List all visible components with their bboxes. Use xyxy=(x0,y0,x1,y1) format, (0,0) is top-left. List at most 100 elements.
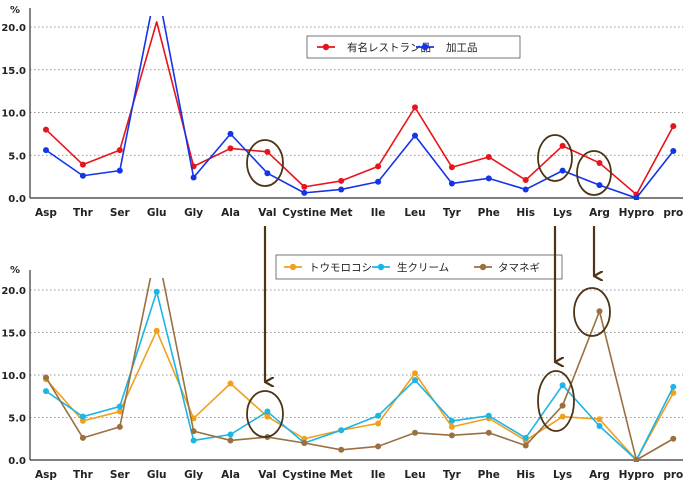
x-tick-label-met: Met xyxy=(330,207,353,219)
highlight-circle-lys xyxy=(537,370,575,432)
data-point-lys xyxy=(559,382,566,389)
x-tick-label-lys: Lys xyxy=(553,469,572,481)
legend: 有名レストラン品 加工品 xyxy=(306,35,521,59)
data-point-ala xyxy=(227,145,234,152)
y-tick-label: 5.0 xyxy=(8,151,26,162)
data-point-leu xyxy=(412,132,418,139)
x-tick-label-arg: Arg xyxy=(589,469,610,481)
data-point-met xyxy=(338,186,345,193)
data-point-asp xyxy=(43,374,49,381)
highlight-circle-arg xyxy=(573,287,611,337)
series-line-1 xyxy=(45,329,675,461)
x-tick-label-val: Val xyxy=(258,469,276,481)
y-tick-label: 0.0 xyxy=(8,194,26,205)
x-tick-label-arg: Arg xyxy=(589,207,610,219)
legend-box xyxy=(306,35,521,59)
x-tick-label-ser: Ser xyxy=(110,469,131,481)
data-point-val xyxy=(264,170,271,177)
data-point-his xyxy=(522,186,529,193)
x-tick-label-ala: Ala xyxy=(221,469,240,481)
legend-swatch-marker xyxy=(322,43,330,51)
data-point-val xyxy=(264,413,271,420)
highlight-circle-val xyxy=(246,139,284,187)
data-point-arg xyxy=(596,416,603,423)
x-tick-label-gly: Gly xyxy=(184,469,203,481)
chart-panel-2: 0.0 5.0 10.0 15.0 20.0% Asp Thr Ser Glu Gly Ala Val… xyxy=(1,254,683,481)
data-point-cystine xyxy=(301,440,308,446)
data-point-met xyxy=(338,446,345,453)
legend-swatch-marker xyxy=(289,263,297,271)
y-unit-label: % xyxy=(10,265,20,276)
legend-box xyxy=(275,254,563,280)
data-point-phe xyxy=(485,153,492,160)
data-point-val xyxy=(264,408,271,415)
highlight-circle-val xyxy=(246,390,284,438)
data-point-ser xyxy=(116,147,123,154)
x-tick-label-his: His xyxy=(516,469,535,481)
series-3 xyxy=(43,278,677,462)
y-tick-label: 5.0 xyxy=(8,414,26,425)
data-point-leu xyxy=(412,104,418,111)
data-point-tyr xyxy=(448,180,455,187)
data-point-ala xyxy=(227,431,234,438)
y-tick-label: 10.0 xyxy=(1,371,26,382)
x-tick-label-gly: Gly xyxy=(184,207,203,219)
data-point-arg xyxy=(596,159,603,166)
data-point-tyr xyxy=(448,164,455,171)
data-point-cystine xyxy=(301,189,308,196)
series-2 xyxy=(43,288,677,462)
data-point-arg xyxy=(596,423,603,429)
data-point-ser xyxy=(116,408,123,415)
legend: トウモロコシ 生クリーム タマネギ xyxy=(275,254,563,280)
data-point-ile xyxy=(375,420,382,427)
x-tick-label-ala: Ala xyxy=(221,207,240,219)
highlight-circle-arg xyxy=(576,150,612,196)
data-point-thr xyxy=(79,417,86,424)
legend-label-3: タマネギ xyxy=(498,262,540,274)
data-point-thr xyxy=(79,172,86,179)
data-point-ile xyxy=(375,443,382,450)
x-tick-label-pro: pro xyxy=(663,469,683,481)
x-tick-label-glu: Glu xyxy=(147,207,167,219)
data-point-tyr xyxy=(448,432,455,439)
series-line-3 xyxy=(45,278,674,461)
data-point-gly xyxy=(190,428,197,435)
data-point-ile xyxy=(375,178,382,185)
legend-label-2: 加工品 xyxy=(446,42,478,54)
x-tick-label-asp: Asp xyxy=(35,469,57,481)
data-point-ile xyxy=(375,163,382,170)
data-point-glu xyxy=(153,327,160,334)
data-point-gly xyxy=(190,174,197,181)
data-point-phe xyxy=(485,429,492,436)
data-point-hypro xyxy=(633,195,640,200)
x-tick-label-thr: Thr xyxy=(73,469,94,481)
data-point-ala xyxy=(227,437,234,444)
data-point-asp xyxy=(43,147,49,154)
series-line-2 xyxy=(45,16,674,199)
highlight-circle-lys xyxy=(537,134,573,182)
x-tick-label-glu: Glu xyxy=(147,469,167,481)
y-tick-label: 20.0 xyxy=(1,286,26,297)
data-point-thr xyxy=(79,161,86,168)
x-tick-label-ile: Ile xyxy=(371,469,386,481)
series-2 xyxy=(43,16,677,200)
data-point-pro xyxy=(670,147,677,154)
data-point-phe xyxy=(485,412,492,419)
data-point-asp xyxy=(43,126,49,133)
data-point-pro xyxy=(670,123,677,130)
data-point-ser xyxy=(116,423,123,430)
data-point-lys xyxy=(559,167,566,174)
legend-swatch-marker xyxy=(377,263,385,271)
legend-swatch-marker xyxy=(479,263,487,271)
y-tick-label: 15.0 xyxy=(1,66,26,77)
data-point-ala xyxy=(227,380,234,387)
y-tick-label: 15.0 xyxy=(1,329,26,340)
x-tick-label-phe: Phe xyxy=(478,207,500,219)
data-point-met xyxy=(338,177,345,184)
legend-label-2: 生クリーム xyxy=(397,261,449,274)
data-point-leu xyxy=(412,370,418,377)
data-point-val xyxy=(264,148,271,155)
x-tick-label-ile: Ile xyxy=(371,207,386,219)
highlight-arrows xyxy=(263,226,594,382)
